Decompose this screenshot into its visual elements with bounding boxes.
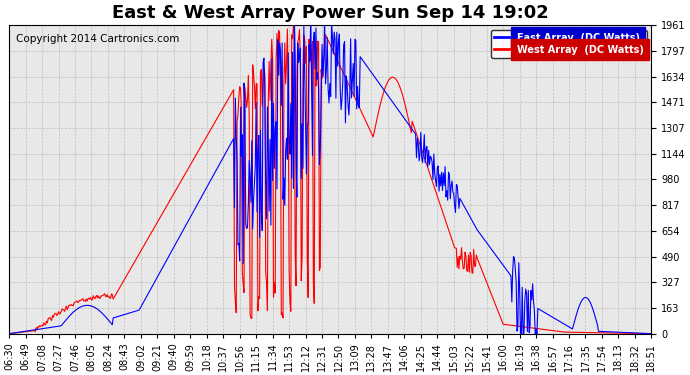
Legend: East Array  (DC Watts), West Array  (DC Watts): East Array (DC Watts), West Array (DC Wa… bbox=[491, 30, 647, 58]
Text: Copyright 2014 Cartronics.com: Copyright 2014 Cartronics.com bbox=[16, 34, 179, 44]
Title: East & West Array Power Sun Sep 14 19:02: East & West Array Power Sun Sep 14 19:02 bbox=[112, 4, 549, 22]
